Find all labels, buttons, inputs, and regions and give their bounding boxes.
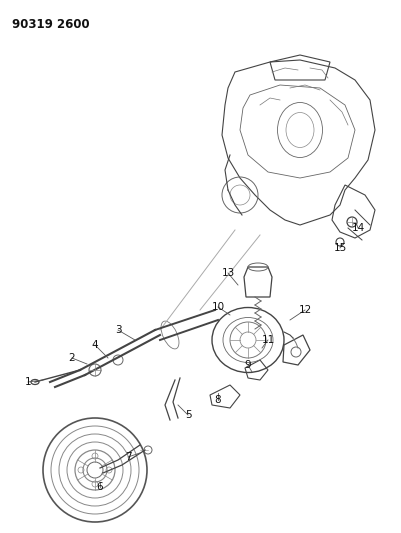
Text: 9: 9 — [245, 360, 251, 370]
Text: 7: 7 — [125, 452, 131, 462]
Text: 3: 3 — [115, 325, 122, 335]
Text: 10: 10 — [211, 302, 225, 312]
Text: 11: 11 — [261, 335, 275, 345]
Text: 8: 8 — [215, 395, 221, 405]
Text: 2: 2 — [69, 353, 75, 363]
Text: 4: 4 — [92, 340, 98, 350]
Text: 5: 5 — [185, 410, 191, 420]
Text: 14: 14 — [351, 223, 365, 233]
Text: 12: 12 — [298, 305, 312, 315]
Text: 15: 15 — [333, 243, 346, 253]
Text: 6: 6 — [97, 482, 103, 492]
Text: 1: 1 — [25, 377, 31, 387]
Text: 90319 2600: 90319 2600 — [12, 18, 90, 31]
Text: 13: 13 — [221, 268, 235, 278]
